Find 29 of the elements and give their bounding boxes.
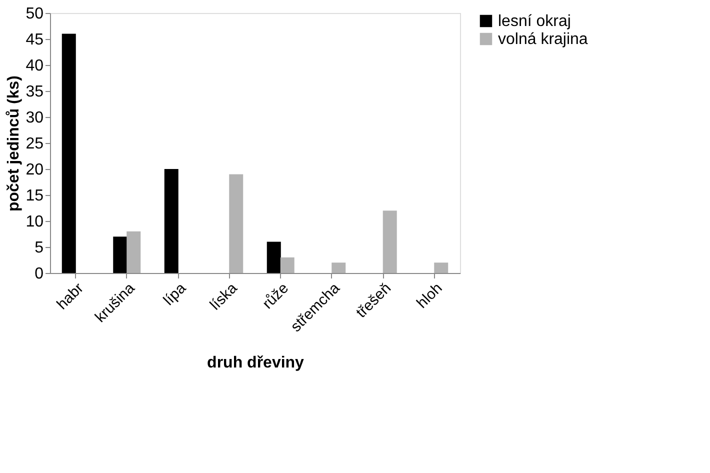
- bar: [332, 262, 346, 273]
- x-tick-label: líska: [206, 279, 242, 314]
- bar: [113, 236, 128, 273]
- bar: [126, 231, 141, 273]
- legend-label: volná krajina: [498, 31, 588, 48]
- x-tick-label: růže: [259, 280, 292, 312]
- y-tick-label: 25: [26, 136, 44, 152]
- legend-label: lesní okraj: [498, 13, 571, 30]
- y-axis-title: počet jedinců (ks): [6, 75, 23, 212]
- y-tick-label: 50: [26, 6, 44, 22]
- y-tick-label: 5: [34, 240, 44, 256]
- bar: [434, 262, 448, 273]
- x-tick-label: hloh: [414, 280, 446, 312]
- y-tick-label: 10: [26, 214, 44, 230]
- y-tick-label: 35: [26, 84, 44, 100]
- y-tick-label: 15: [26, 188, 44, 204]
- x-axis-title: druh dřeviny: [207, 354, 304, 372]
- y-tick-label: 40: [26, 58, 44, 74]
- bar: [164, 169, 178, 273]
- y-tick-label: 45: [26, 32, 44, 48]
- bar: [382, 210, 397, 273]
- y-tick-label: 30: [26, 110, 44, 126]
- bar: [266, 242, 281, 273]
- y-tick-label: 20: [26, 162, 44, 178]
- x-tick-label: lípa: [160, 279, 190, 309]
- y-tick-label: 0: [34, 266, 44, 282]
- bar: [280, 257, 294, 273]
- bar: [62, 34, 76, 273]
- bar: [229, 174, 244, 273]
